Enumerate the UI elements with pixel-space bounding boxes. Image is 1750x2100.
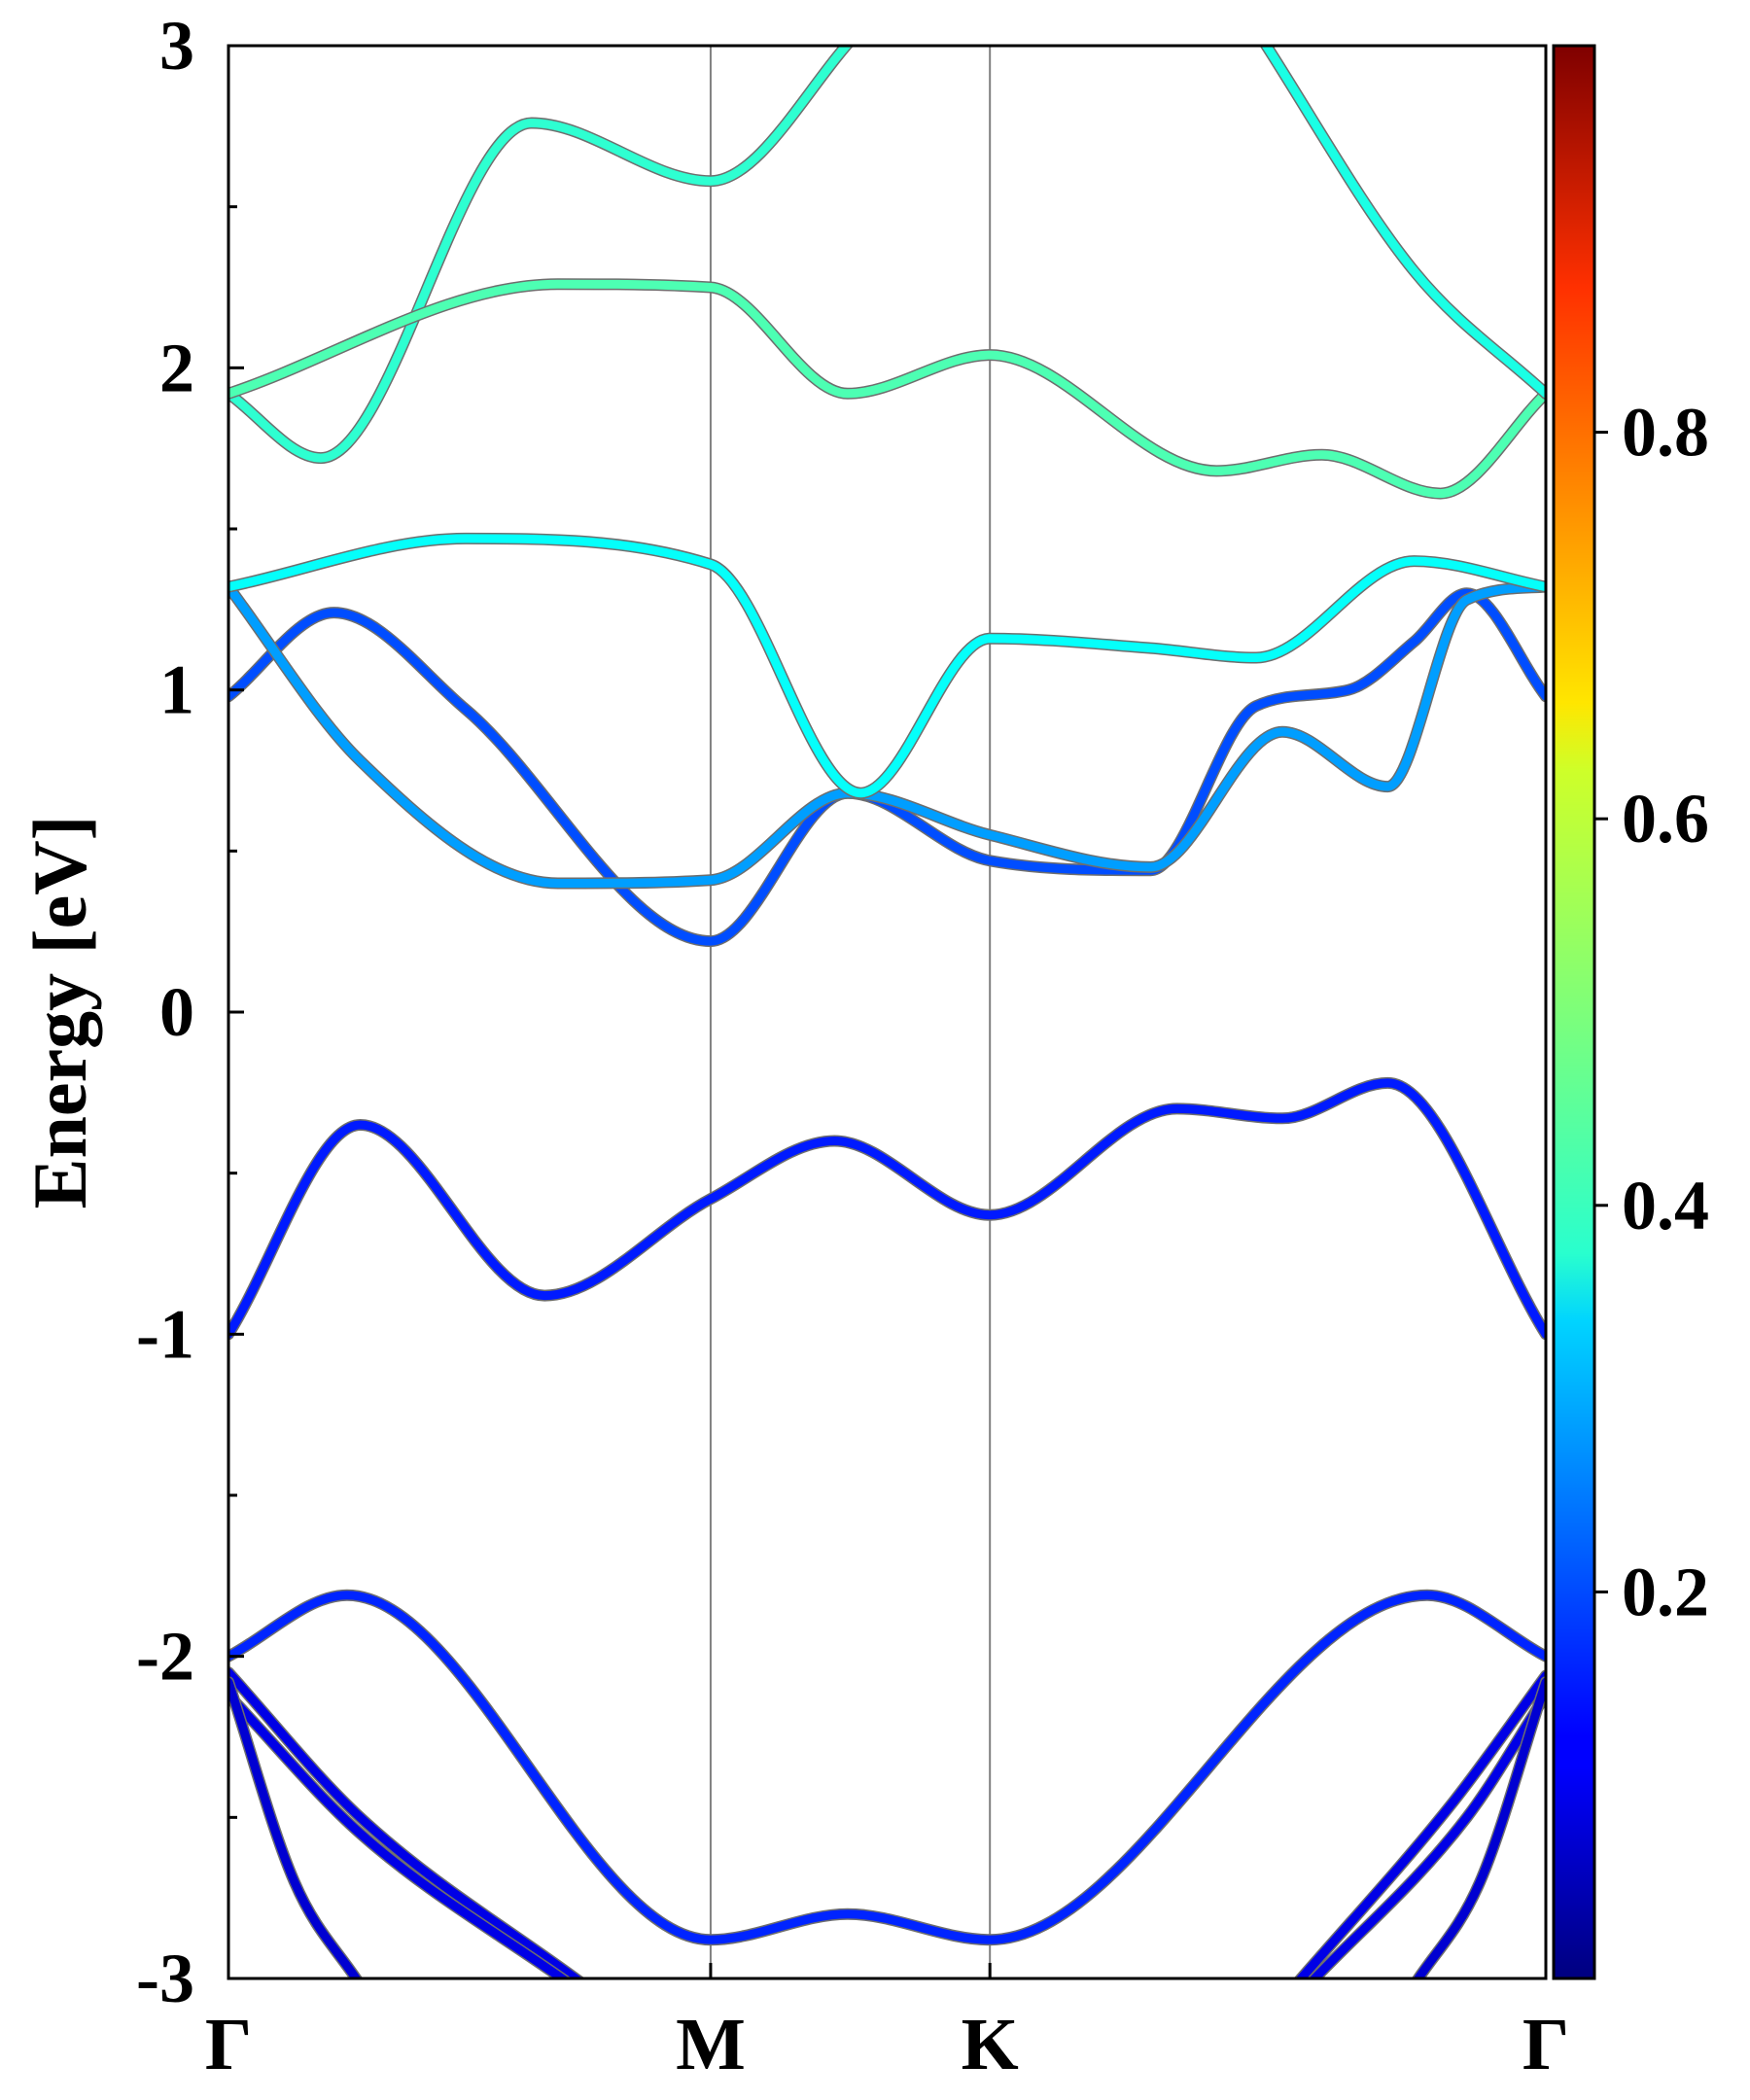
- band-line: [228, 1667, 583, 1978]
- band-line: [228, 588, 1546, 946]
- colorbar-tick-label: 0.6: [1622, 780, 1709, 858]
- band-line: [1261, 46, 1546, 399]
- band-line: [228, 1677, 362, 1978]
- colorbar-axis: 0.2 0.4 0.6 0.8: [1594, 394, 1709, 1630]
- band-line: [228, 534, 1546, 798]
- band-line: [228, 279, 1546, 499]
- band-outline: [1259, 46, 1546, 400]
- band-outline: [228, 1076, 1546, 1341]
- band-line: [228, 582, 1546, 888]
- colorbar: [1552, 44, 1596, 1980]
- y-tick-label: -3: [136, 1940, 194, 2017]
- band-line: [228, 1690, 570, 1978]
- band-line: [1295, 1671, 1546, 1978]
- kpoint-label: M: [676, 2004, 746, 2085]
- y-axis-label: Energy [eV]: [18, 815, 102, 1208]
- band-line: [1309, 1690, 1546, 1978]
- band-line: [228, 1078, 1546, 1339]
- band-line: [1413, 1677, 1546, 1978]
- colorbar-tick-label: 0.2: [1622, 1553, 1709, 1630]
- kpoint-gridlines: [709, 46, 992, 1978]
- kpoint-label: K: [962, 2004, 1019, 2085]
- y-tick-label: -1: [136, 1295, 194, 1373]
- band-line: [228, 1591, 1546, 1944]
- band-outline: [228, 46, 855, 465]
- y-tick-label: 3: [159, 7, 194, 85]
- band-outline: [228, 1676, 364, 1978]
- band-line: [228, 46, 853, 463]
- colorbar-tick-label: 0.8: [1622, 394, 1709, 472]
- y-tick-label: 1: [159, 651, 194, 729]
- kpoint-label: Γ: [1522, 2004, 1569, 2085]
- y-tick-label: -2: [136, 1618, 194, 1696]
- band-outline: [228, 1666, 586, 1978]
- bands-layer: [228, 46, 1546, 1978]
- y-axis: -3 -2 -1 0 1 2 3: [136, 7, 244, 2017]
- colorbar-tick-label: 0.4: [1622, 1167, 1709, 1244]
- kpoint-label: Γ: [205, 2004, 252, 2085]
- y-tick-label: 0: [159, 973, 194, 1051]
- band-outline: [228, 580, 1546, 890]
- plot-frame: [227, 44, 1548, 1980]
- y-tick-label: 2: [159, 329, 194, 406]
